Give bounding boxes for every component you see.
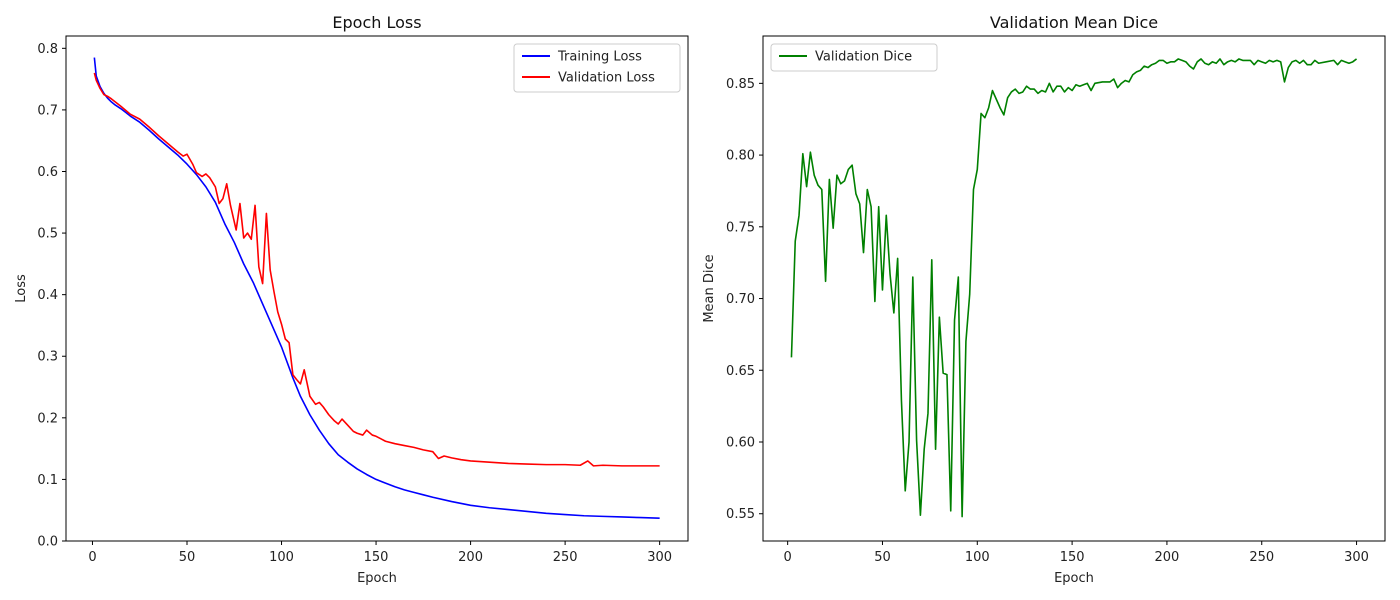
y-axis-label: Loss [14,274,29,303]
chart-validation-mean-dice: Validation Mean Dice Epoch Mean Dice 0 50 100… [702,13,1386,586]
y-tick-label: 0.75 [726,220,755,235]
y-tick-label: 0.5 [37,227,58,242]
y-tick-label: 0.6 [37,165,58,180]
series-line-training-loss [93,57,660,520]
y-tick-label: 0.65 [726,364,755,379]
y-tick-label: 0.1 [37,473,58,488]
x-tick-label: 50 [179,550,196,565]
legend-label-training-loss: Training Loss [557,50,642,65]
series-line-validation-loss [93,72,660,467]
x-tick-label: 250 [553,550,578,565]
y-tick-label: 0.70 [726,292,755,307]
x-tick-label: 100 [269,550,294,565]
chart-title: Epoch Loss [332,13,421,32]
y-tick-label: 0.8 [37,42,58,57]
legend-label-validation-dice: Validation Dice [815,50,912,65]
y-tick-label: 0.3 [37,350,58,365]
x-tick-label: 0 [784,550,792,565]
legend-box [513,43,681,93]
y-tick-label: 0.55 [726,507,755,522]
y-tick-label: 0.60 [726,436,755,451]
legend-label-validation-loss: Validation Loss [558,71,655,86]
x-tick-label: 150 [1060,550,1085,565]
x-tick-label: 0 [88,550,96,565]
legend-box [770,43,938,72]
chart-title: Validation Mean Dice [990,13,1158,32]
x-tick-label: 200 [1155,550,1180,565]
x-tick-label: 300 [647,550,672,565]
x-tick-label: 100 [965,550,990,565]
legend: Validation Dice [770,43,938,72]
plot-frame [762,35,1386,542]
y-tick-label: 0.2 [37,411,58,426]
x-tick-label: 150 [364,550,389,565]
legend: Training Loss Validation Loss [513,43,681,93]
plot-frame [65,35,689,542]
x-axis-label: Epoch [1054,571,1094,586]
y-tick-label: 0.4 [37,288,58,303]
x-tick-label: 200 [458,550,483,565]
x-axis-label: Epoch [357,571,397,586]
y-tick-label: 0.85 [726,77,755,92]
y-tick-label: 0.80 [726,149,755,164]
y-axis-label: Mean Dice [702,254,717,322]
x-tick-label: 250 [1249,550,1274,565]
series-line-validation-dice [790,58,1358,518]
chart-epoch-loss: Epoch Loss Epoch Loss 0 50 100 150 200 250 300 0.0… [14,13,689,586]
x-tick-label: 50 [874,550,891,565]
y-tick-label: 0.0 [37,535,58,550]
y-tick-label: 0.7 [37,103,58,118]
x-tick-label: 300 [1344,550,1369,565]
